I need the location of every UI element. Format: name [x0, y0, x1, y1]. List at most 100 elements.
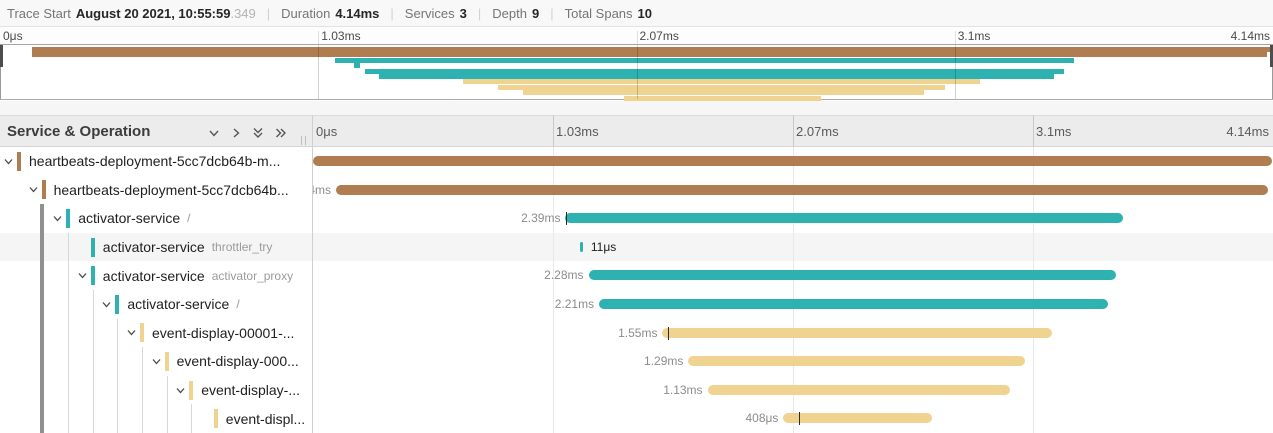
minimap-span-bar — [497, 84, 945, 90]
row-collapse-chevron-down-icon[interactable] — [3, 156, 17, 167]
indent-guide — [68, 290, 70, 319]
expand-all-double-chevron-right-icon[interactable] — [274, 126, 288, 140]
operation-name: throttler_try — [211, 240, 273, 255]
indent-guide — [92, 375, 94, 405]
span-name-cell[interactable]: event-displ... — [0, 404, 312, 433]
span-name-cell[interactable]: heartbeats-deployment-5cc7dcb64b-m... — [0, 147, 312, 176]
row-collapse-chevron-down-icon[interactable] — [77, 270, 91, 281]
ruler-tick-mark — [318, 31, 320, 44]
collapse-all-double-chevron-down-icon[interactable] — [251, 126, 265, 140]
indent-guide — [40, 404, 44, 433]
span-row[interactable]: event-display-000... 1.29ms — [0, 347, 1273, 376]
trace-minimap[interactable] — [0, 44, 1273, 101]
span-name-cell[interactable]: activator-service throttler_try — [0, 233, 312, 262]
span-log-tick[interactable] — [565, 212, 567, 226]
span-name-cell[interactable]: event-display-00001-... — [0, 319, 312, 348]
span-log-tick[interactable] — [798, 412, 800, 426]
span-timeline-cell: 1.13ms — [313, 376, 1273, 405]
span-duration-bar[interactable] — [662, 327, 1053, 338]
ruler-tick-mark — [636, 31, 638, 44]
service-color-chip — [41, 180, 46, 200]
span-row[interactable]: event-display-00001-... 1.55ms — [0, 318, 1273, 348]
service-color-chip — [213, 409, 218, 429]
services-value: 3 — [459, 5, 467, 21]
span-log-tick[interactable] — [668, 326, 670, 340]
minimap-span-bar — [523, 90, 925, 96]
span-name-cell[interactable]: event-display-000... — [0, 347, 312, 376]
span-duration-bar[interactable] — [588, 270, 1116, 281]
span-duration-bar[interactable] — [707, 384, 1010, 395]
row-collapse-chevron-down-icon[interactable] — [52, 213, 66, 224]
service-name: event-display-... — [201, 382, 301, 399]
timeline-gridline — [553, 115, 554, 147]
duration-value: 4.14ms — [335, 5, 380, 21]
span-row[interactable]: event-displ... 408μs — [0, 404, 1273, 433]
span-duration-label: 1.55ms — [618, 325, 658, 340]
row-collapse-chevron-down-icon[interactable] — [126, 327, 140, 338]
services-label: Services — [404, 5, 455, 21]
service-color-chip — [140, 323, 144, 343]
span-duration-bar[interactable] — [688, 356, 1026, 367]
service-name: activator-service — [78, 210, 181, 227]
trace-start-value: August 20 2021, 10:55:59 — [75, 5, 231, 21]
minimap-gridline — [318, 45, 320, 99]
depth-value: 9 — [531, 5, 540, 21]
indent-guide — [117, 318, 119, 348]
span-timeline-cell: 2.39ms — [313, 204, 1273, 233]
span-duration-bar[interactable] — [579, 241, 584, 252]
divider: | — [266, 5, 271, 21]
row-collapse-chevron-down-icon[interactable] — [101, 299, 115, 310]
span-name-cell[interactable]: heartbeats-deployment-5cc7dcb64b... — [0, 176, 312, 205]
span-name-cell[interactable]: activator-service activator_proxy — [0, 261, 312, 290]
span-duration-label: 2.28ms — [544, 268, 584, 283]
indent-guide — [40, 290, 44, 319]
minimap-left-drag-handle[interactable] — [0, 45, 3, 67]
depth-label: Depth — [492, 5, 527, 21]
indent-guide — [68, 375, 70, 405]
row-collapse-chevron-down-icon[interactable] — [175, 385, 189, 396]
divider: | — [390, 5, 394, 21]
span-row[interactable]: event-display-... 1.13ms — [0, 375, 1273, 405]
span-duration-bar[interactable] — [313, 156, 1273, 166]
spacer-strip — [0, 101, 1273, 115]
span-row[interactable]: activator-service / 2.21ms — [0, 290, 1273, 319]
indent-guide — [142, 347, 143, 376]
total-spans-label: Total Spans — [564, 5, 633, 21]
span-duration-label: 1.29ms — [644, 354, 684, 369]
span-duration-bar[interactable] — [336, 184, 1269, 195]
minimap-right-drag-handle[interactable] — [1270, 45, 1273, 67]
service-operation-column-title: Service & Operation — [7, 123, 151, 140]
ruler-tick-mark — [954, 31, 956, 44]
span-timeline-cell: 2.21ms — [313, 290, 1273, 319]
span-row[interactable]: activator-service / 2.39ms — [0, 204, 1273, 233]
duration-label: Duration — [281, 5, 331, 21]
column-resize-grip-icon[interactable] — [301, 136, 309, 145]
span-duration-label: 4ms — [313, 182, 332, 197]
span-duration-bar[interactable] — [565, 213, 1124, 224]
service-color-chip — [17, 151, 21, 171]
span-duration-bar[interactable] — [599, 299, 1108, 309]
span-row[interactable]: heartbeats-deployment-5cc7dcb64b... 4ms — [0, 176, 1273, 205]
span-row[interactable]: activator-service activator_proxy 2.28ms — [0, 261, 1273, 290]
service-name: event-display-00001-... — [152, 324, 295, 341]
indent-guide — [92, 318, 94, 348]
service-color-chip — [115, 294, 120, 314]
expand-one-chevron-right-icon[interactable] — [229, 126, 243, 140]
ruler-tick-label: 2.07ms — [639, 29, 679, 43]
span-duration-label: 1.13ms — [663, 382, 703, 397]
span-duration-bar[interactable] — [783, 413, 933, 424]
span-name-cell[interactable]: activator-service / — [0, 204, 312, 233]
span-row[interactable]: activator-service throttler_try 11μs — [0, 232, 1273, 262]
row-collapse-chevron-down-icon[interactable] — [28, 184, 42, 195]
ruler-tick-label: 3.1ms — [957, 29, 991, 43]
span-name-cell[interactable]: event-display-... — [0, 376, 312, 405]
service-name: event-displ... — [225, 410, 306, 427]
timeline-gridline — [793, 115, 794, 147]
span-name-cell[interactable]: activator-service / — [0, 290, 312, 319]
row-collapse-chevron-down-icon[interactable] — [151, 356, 165, 367]
service-name: heartbeats-deployment-5cc7dcb64b... — [53, 181, 289, 198]
collapse-one-chevron-down-icon[interactable] — [207, 126, 221, 140]
indent-guide — [117, 404, 119, 433]
span-row[interactable]: heartbeats-deployment-5cc7dcb64b-m... — [0, 147, 1273, 176]
